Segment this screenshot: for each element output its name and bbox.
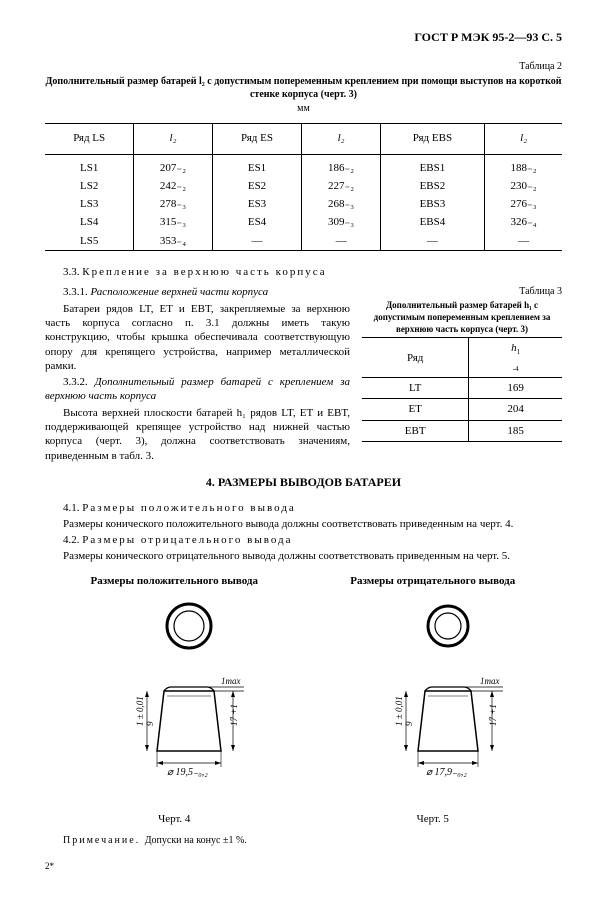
t2-cell: LS4	[45, 213, 134, 231]
t2-cell: LS1	[45, 154, 134, 177]
t2-cell: 268₋₃	[302, 195, 380, 213]
table2: Ряд LS l₂ Ряд ES l₂ Ряд EBS l₂ LS1207₋₂E…	[45, 123, 562, 251]
t2-cell: 276₋₃	[485, 195, 562, 213]
t2-cell: EBS1	[380, 154, 484, 177]
table3: Ряд h1-4 LT169ET204EBT185	[362, 337, 562, 441]
fig4-caption: Черт. 4	[74, 812, 274, 826]
s41-p: Размеры конического положительного вывод…	[45, 517, 562, 531]
svg-text:9: 9	[404, 721, 414, 726]
fig4-title: Размеры положительного вывода	[74, 574, 274, 588]
s41: 4.1. Размеры положительного вывода	[45, 501, 562, 515]
t2-col: Ряд EBS	[380, 123, 484, 154]
t2-col: l₂	[302, 123, 380, 154]
t2-cell: 353₋₄	[134, 232, 212, 251]
svg-text:17 +1: 17 +1	[229, 704, 239, 726]
s33-heading: 3.3. Крепление за верхнюю часть корпуса	[45, 265, 562, 279]
t2-cell: ES2	[212, 177, 302, 195]
fig5-drawing: 1max 1 ± 0,01 9 17 +1 ⌀ 17,9₋₀,₂	[348, 596, 518, 806]
t2-cell: 309₋₃	[302, 213, 380, 231]
svg-text:1max: 1max	[221, 676, 241, 686]
t2-cell: 207₋₂	[134, 154, 212, 177]
s332-p: Высота верхней плоскости батарей h₁ рядо…	[45, 406, 350, 463]
t2-cell: 242₋₂	[134, 177, 212, 195]
t2-cell: —	[302, 232, 380, 251]
s331: 3.3.1. Расположение верхней части корпус…	[45, 285, 350, 299]
t2-col: l₂	[485, 123, 562, 154]
t2-col: l₂	[134, 123, 212, 154]
svg-text:⌀ 19,5₋₀,₂: ⌀ 19,5₋₀,₂	[167, 767, 208, 778]
t2-cell: 227₋₂	[302, 177, 380, 195]
t2-cell: 315₋₃	[134, 213, 212, 231]
t2-cell: ES1	[212, 154, 302, 177]
fig5-caption: Черт. 5	[333, 812, 533, 826]
t2-cell: 186₋₂	[302, 154, 380, 177]
note: Примечание. Допуски на конус ±1 %.	[45, 834, 562, 847]
t2-col: Ряд ES	[212, 123, 302, 154]
t2-cell: LS5	[45, 232, 134, 251]
t2-cell: LS3	[45, 195, 134, 213]
page-header: ГОСТ Р МЭК 95-2—93 С. 5	[45, 30, 562, 46]
s331-p: Батареи рядов LT, ET и EBT, закрепляемые…	[45, 302, 350, 373]
s4-heading: 4. РАЗМЕРЫ ВЫВОДОВ БАТАРЕИ	[45, 475, 562, 491]
t2-cell: —	[485, 232, 562, 251]
t3-cell: ET	[362, 399, 469, 420]
t2-cell: 188₋₂	[485, 154, 562, 177]
t3-col: h1-4	[469, 338, 562, 378]
t2-cell: ES4	[212, 213, 302, 231]
svg-text:1 ± 0,01: 1 ± 0,01	[135, 696, 145, 726]
t3-col: Ряд	[362, 338, 469, 378]
table2-title: Дополнительный размер батарей l₂ с допус…	[45, 75, 562, 101]
t2-cell: LS2	[45, 177, 134, 195]
t2-cell: —	[212, 232, 302, 251]
t3-cell: 204	[469, 399, 562, 420]
s42-p: Размеры конического отрицательного вывод…	[45, 549, 562, 563]
svg-text:1max: 1max	[480, 676, 500, 686]
table3-label: Таблица 3	[362, 285, 562, 298]
t2-cell: 278₋₃	[134, 195, 212, 213]
t2-cell: —	[380, 232, 484, 251]
t2-cell: EBS3	[380, 195, 484, 213]
t3-cell: EBT	[362, 420, 469, 441]
footer-mark: 2*	[45, 861, 562, 873]
svg-text:17 +1: 17 +1	[488, 704, 498, 726]
s42: 4.2. Размеры отрицательного вывода	[45, 533, 562, 547]
table2-label: Таблица 2	[45, 60, 562, 73]
t3-cell: LT	[362, 378, 469, 399]
svg-text:1 ± 0,01: 1 ± 0,01	[394, 696, 404, 726]
table2-unit: мм	[45, 102, 562, 115]
svg-text:⌀ 17,9₋₀,₂: ⌀ 17,9₋₀,₂	[426, 767, 467, 778]
table3-title: Дополнительный размер батарей h₁ с допус…	[362, 300, 562, 335]
t2-cell: EBS2	[380, 177, 484, 195]
t2-cell: EBS4	[380, 213, 484, 231]
svg-text:9: 9	[145, 721, 155, 726]
figure-4: Размеры положительного вывода 1max 1	[74, 574, 274, 827]
t3-cell: 169	[469, 378, 562, 399]
fig4-drawing: 1max 1 ± 0,01 9 17 +1 ⌀ 19,5₋₀,₂	[89, 596, 259, 806]
t2-cell: ES3	[212, 195, 302, 213]
t2-col: Ряд LS	[45, 123, 134, 154]
t2-cell: 230₋₂	[485, 177, 562, 195]
t3-cell: 185	[469, 420, 562, 441]
t2-cell: 326₋₄	[485, 213, 562, 231]
fig5-title: Размеры отрицательного вывода	[333, 574, 533, 588]
figure-5: Размеры отрицательного вывода 1max 1 ± 0…	[333, 574, 533, 827]
s332: 3.3.2. Дополнительный размер батарей с к…	[45, 375, 350, 404]
